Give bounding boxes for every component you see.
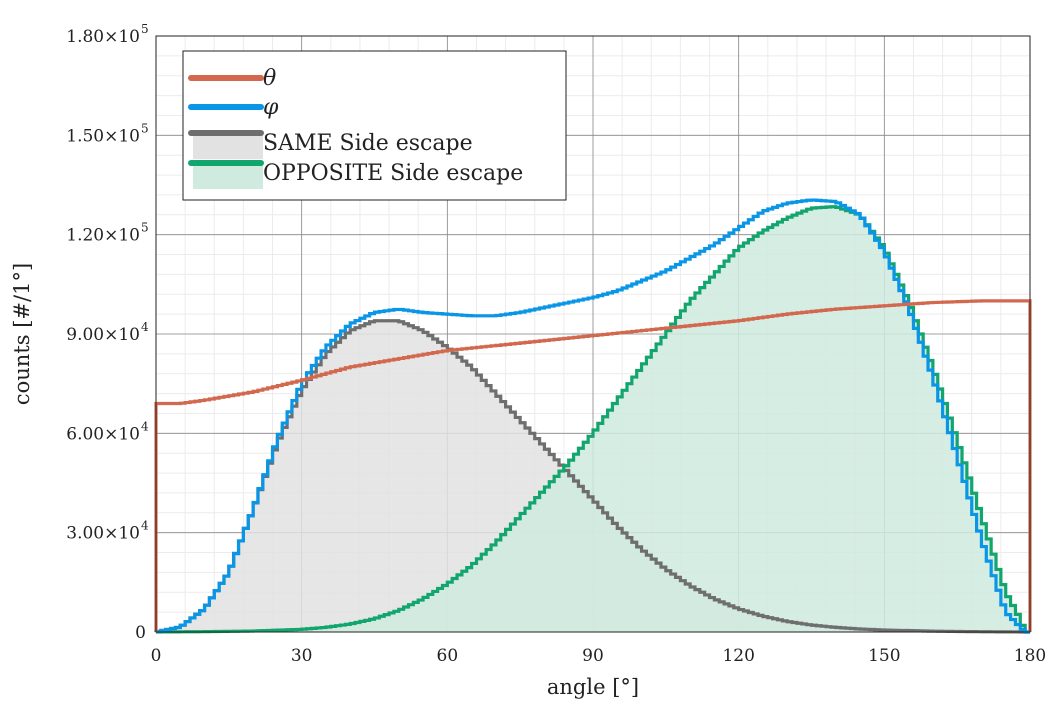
series-fill-same-side-escape xyxy=(156,320,1030,632)
legend-label: OPPOSITE Side escape xyxy=(263,161,523,186)
series-line-opposite-side-escape xyxy=(154,205,1030,634)
y-tick-label: 1.80×10 xyxy=(66,27,140,47)
y-tick-exponent: 4 xyxy=(141,419,149,433)
series-line-series-1 xyxy=(154,198,1030,634)
y-tick-label: 1.20×10 xyxy=(66,226,140,246)
legend-swatch-fill xyxy=(193,163,263,189)
x-axis-label: angle [°] xyxy=(547,675,639,699)
x-tick-labels: 0 30 60 90 120 150 180 xyxy=(151,646,1047,666)
y-tick-label: 0 xyxy=(135,623,146,643)
lines xyxy=(154,198,1032,634)
y-tick-exponent: 5 xyxy=(141,221,149,235)
y-tick-label: 1.50×10 xyxy=(66,126,140,146)
legend-swatch-fill xyxy=(193,133,263,159)
x-tick-label: 60 xyxy=(437,646,459,666)
y-tick-exponent: 5 xyxy=(141,22,149,36)
x-tick-label: 180 xyxy=(1014,646,1046,666)
y-tick-labels: 03.00×10 46.00×10 49.00×10 41.20×10 51.50×10… xyxy=(66,22,149,643)
y-axis-label: counts [#/1°] xyxy=(10,263,34,405)
series-line-series-0 xyxy=(154,299,1032,632)
y-tick-label: 3.00×10 xyxy=(66,524,140,544)
x-tick-label: 150 xyxy=(868,646,900,666)
legend-label: SAME Side escape xyxy=(263,131,473,156)
x-tick-label: 30 xyxy=(291,646,313,666)
plot-frame xyxy=(155,35,1031,633)
x-tick-label: 90 xyxy=(582,646,604,666)
y-tick-exponent: 4 xyxy=(141,519,149,533)
y-tick-label: 6.00×10 xyxy=(66,424,140,444)
legend-label: φ xyxy=(263,95,279,120)
legend-label: θ xyxy=(263,66,276,91)
series-layer xyxy=(154,198,1032,634)
x-tick-label: 0 xyxy=(151,646,162,666)
legend: θφ SAME Side escape OPPOSITE Side escape xyxy=(182,50,567,201)
y-tick-exponent: 4 xyxy=(141,320,149,334)
series-line-same-side-escape xyxy=(154,319,1030,634)
x-tick-label: 120 xyxy=(722,646,754,666)
y-tick-exponent: 5 xyxy=(141,121,149,135)
y-tick-label: 9.00×10 xyxy=(66,325,140,345)
